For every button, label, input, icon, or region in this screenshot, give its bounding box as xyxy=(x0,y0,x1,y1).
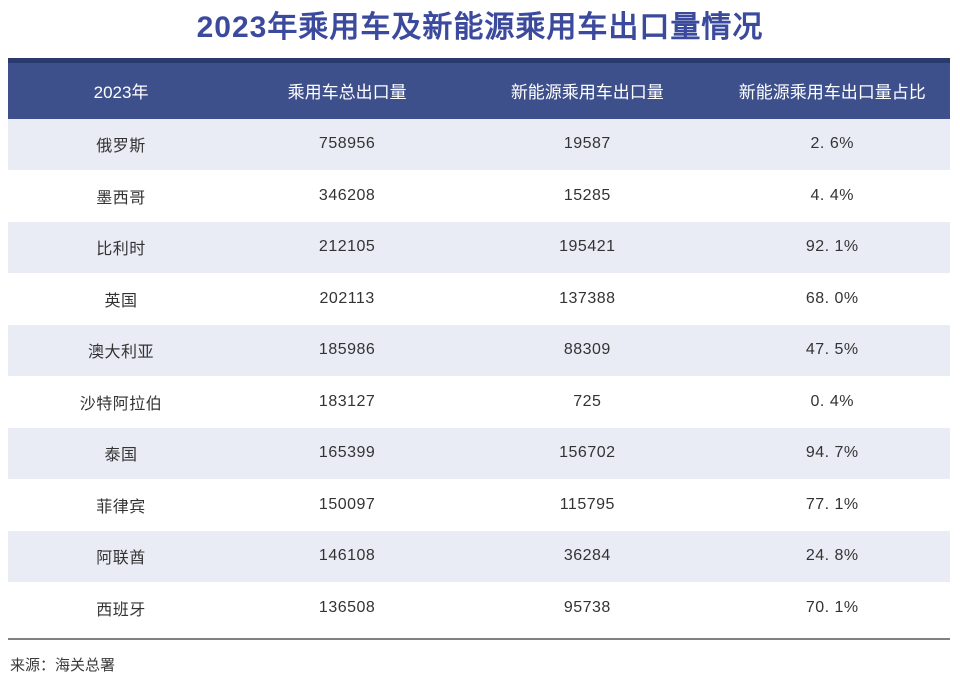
nev-share-cell: 2. 6% xyxy=(810,135,854,153)
total-exports-cell: 202113 xyxy=(319,289,375,307)
country-cell: 沙特阿拉伯 xyxy=(79,395,163,413)
country-cell: 澳大利亚 xyxy=(88,344,155,362)
country-cell: 泰国 xyxy=(104,447,138,465)
table-row: 沙特阿拉伯 183127 725 0. 4% xyxy=(8,376,950,428)
footer-divider xyxy=(8,637,950,640)
total-exports-cell: 165399 xyxy=(318,444,376,462)
total-exports-cell: 136508 xyxy=(318,598,376,616)
col-header-nev-exports: 新能源乘用车出口量 xyxy=(510,83,664,103)
table-header: 2023年 乘用车总出口量 新能源乘用车出口量 新能源乘用车出口量占比 xyxy=(8,60,950,119)
total-exports-cell: 758956 xyxy=(318,135,376,153)
table-row: 英国 202113 137388 68. 0% xyxy=(8,273,950,325)
total-exports-cell: 185986 xyxy=(318,341,376,359)
nev-exports-cell: 115795 xyxy=(559,495,615,513)
total-exports-cell: 212105 xyxy=(318,238,376,256)
country-cell: 比利时 xyxy=(96,241,146,259)
table-row: 澳大利亚 185986 88309 47. 5% xyxy=(8,324,950,376)
table-row: 菲律宾 150097 115795 77. 1% xyxy=(8,479,950,531)
nev-exports-cell: 88309 xyxy=(563,341,611,359)
country-cell: 阿联酋 xyxy=(96,550,146,568)
table-header-row: 2023年 乘用车总出口量 新能源乘用车出口量 新能源乘用车出口量占比 xyxy=(8,60,950,119)
source-note: 来源：海关总署 xyxy=(10,656,116,674)
nev-exports-cell: 36284 xyxy=(563,547,611,565)
col-header-year: 2023年 xyxy=(93,83,149,103)
country-cell: 英国 xyxy=(104,292,138,310)
nev-exports-cell: 19587 xyxy=(563,135,611,153)
nev-exports-cell: 156702 xyxy=(559,444,616,462)
nev-exports-cell: 15285 xyxy=(563,186,611,204)
table-row: 西班牙 136508 95738 70. 1% xyxy=(8,582,950,634)
nev-share-cell: 4. 4% xyxy=(810,186,854,204)
table-row: 比利时 212105 195421 92. 1% xyxy=(8,221,950,273)
table-body: 俄罗斯 758956 19587 2. 6% 墨西哥 346208 15285 … xyxy=(8,118,950,634)
nev-share-cell: 94. 7% xyxy=(805,444,859,462)
country-cell: 俄罗斯 xyxy=(96,138,146,156)
nev-exports-cell: 725 xyxy=(573,392,602,410)
nev-exports-cell: 137388 xyxy=(559,289,616,307)
total-exports-cell: 150097 xyxy=(318,495,376,513)
nev-share-cell: 47. 5% xyxy=(805,341,859,359)
country-cell: 菲律宾 xyxy=(96,498,146,516)
total-exports-cell: 146108 xyxy=(318,547,376,565)
table-row: 阿联酋 146108 36284 24. 8% xyxy=(8,530,950,582)
nev-share-cell: 24. 8% xyxy=(805,547,859,565)
total-exports-cell: 183127 xyxy=(318,392,376,410)
col-header-total-exports: 乘用车总出口量 xyxy=(287,83,407,103)
nev-share-cell: 0. 4% xyxy=(810,392,854,410)
country-cell: 墨西哥 xyxy=(96,189,146,207)
nev-share-cell: 68. 0% xyxy=(805,289,859,307)
nev-share-cell: 92. 1% xyxy=(805,238,859,256)
nev-exports-cell: 95738 xyxy=(563,598,611,616)
export-table: 2023年 乘用车总出口量 新能源乘用车出口量 新能源乘用车出口量占比 俄罗斯 … xyxy=(8,58,950,634)
nev-exports-cell: 195421 xyxy=(559,238,616,256)
table-row: 俄罗斯 758956 19587 2. 6% xyxy=(8,118,950,170)
col-header-nev-share: 新能源乘用车出口量占比 xyxy=(738,83,926,103)
page-title: 2023年乘用车及新能源乘用车出口量情况 xyxy=(196,11,764,44)
table-row: 墨西哥 346208 15285 4. 4% xyxy=(8,170,950,222)
country-cell: 西班牙 xyxy=(96,601,146,619)
total-exports-cell: 346208 xyxy=(318,186,376,204)
table-row: 泰国 165399 156702 94. 7% xyxy=(8,427,950,479)
nev-share-cell: 70. 1% xyxy=(805,598,859,616)
nev-share-cell: 77. 1% xyxy=(805,495,859,513)
